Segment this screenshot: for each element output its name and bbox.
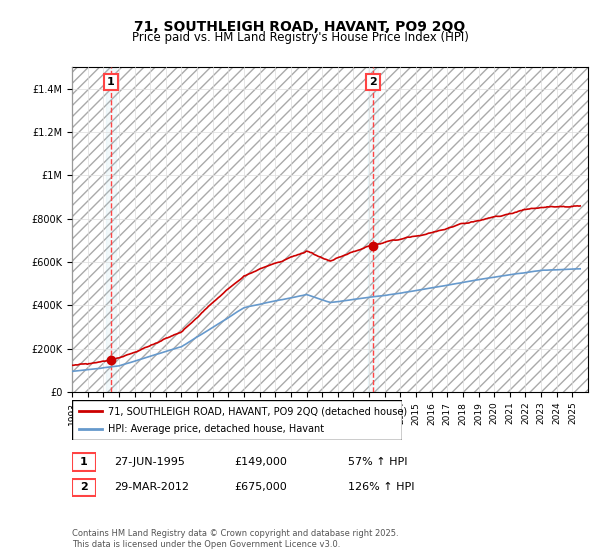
- FancyBboxPatch shape: [72, 454, 96, 471]
- Text: 2: 2: [369, 77, 377, 87]
- FancyBboxPatch shape: [72, 400, 402, 440]
- Text: 1: 1: [80, 458, 88, 467]
- Text: 71, SOUTHLEIGH ROAD, HAVANT, PO9 2QQ: 71, SOUTHLEIGH ROAD, HAVANT, PO9 2QQ: [134, 20, 466, 34]
- Text: £675,000: £675,000: [234, 482, 287, 492]
- Text: 71, SOUTHLEIGH ROAD, HAVANT, PO9 2QQ (detached house): 71, SOUTHLEIGH ROAD, HAVANT, PO9 2QQ (de…: [108, 407, 407, 417]
- Text: 27-JUN-1995: 27-JUN-1995: [114, 457, 185, 467]
- Text: 29-MAR-2012: 29-MAR-2012: [114, 482, 189, 492]
- FancyBboxPatch shape: [72, 479, 96, 496]
- Text: £149,000: £149,000: [234, 457, 287, 467]
- Text: HPI: Average price, detached house, Havant: HPI: Average price, detached house, Hava…: [108, 423, 325, 433]
- Bar: [106, 67, 116, 392]
- Text: 2: 2: [80, 483, 88, 492]
- Text: 1: 1: [107, 77, 115, 87]
- Text: 126% ↑ HPI: 126% ↑ HPI: [348, 482, 415, 492]
- Text: 57% ↑ HPI: 57% ↑ HPI: [348, 457, 407, 467]
- Bar: [368, 67, 377, 392]
- Text: Price paid vs. HM Land Registry's House Price Index (HPI): Price paid vs. HM Land Registry's House …: [131, 31, 469, 44]
- Text: Contains HM Land Registry data © Crown copyright and database right 2025.
This d: Contains HM Land Registry data © Crown c…: [72, 529, 398, 549]
